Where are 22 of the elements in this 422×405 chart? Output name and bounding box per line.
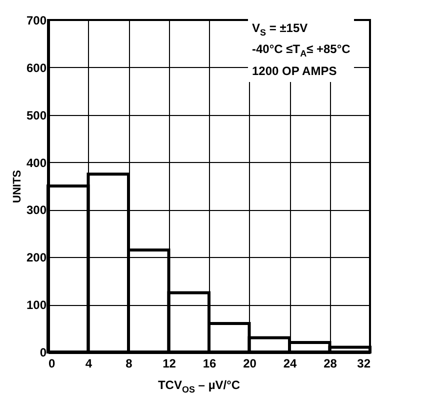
x-tick-label: 8 bbox=[126, 356, 133, 370]
annotation: V$_{S}$ = ±15V bbox=[252, 20, 309, 40]
x-tick-label: 0 bbox=[48, 356, 56, 370]
y-tick-label: 500 bbox=[26, 108, 47, 122]
y-tick-label: 300 bbox=[26, 203, 47, 218]
y-tick-label: 600 bbox=[26, 60, 47, 75]
x-tick-label: 4 bbox=[85, 356, 92, 370]
x-tick-label: 12 bbox=[162, 356, 176, 370]
x-tick-label: 32 bbox=[357, 356, 371, 370]
x-axis-title: TCV$_{OS}$ – µV/°C bbox=[158, 378, 240, 394]
x-tick-label: 24 bbox=[283, 356, 297, 370]
y-tick-label: 0 bbox=[40, 346, 47, 360]
y-tick-label: 700 bbox=[26, 14, 47, 28]
y-tick-label: 400 bbox=[26, 156, 47, 170]
x-tick-label: 28 bbox=[324, 356, 338, 370]
annotation: -40°C ≤T$_{A}$≤ +85°C bbox=[252, 41, 350, 61]
x-tick-label: 16 bbox=[202, 356, 216, 370]
y-tick-label: 100 bbox=[26, 298, 47, 312]
y-tick-label: 200 bbox=[26, 250, 47, 265]
annotation: 1200 OP AMPS bbox=[252, 62, 338, 80]
x-tick-label: 20 bbox=[243, 356, 257, 370]
y-axis-title: UNITS bbox=[11, 170, 24, 203]
